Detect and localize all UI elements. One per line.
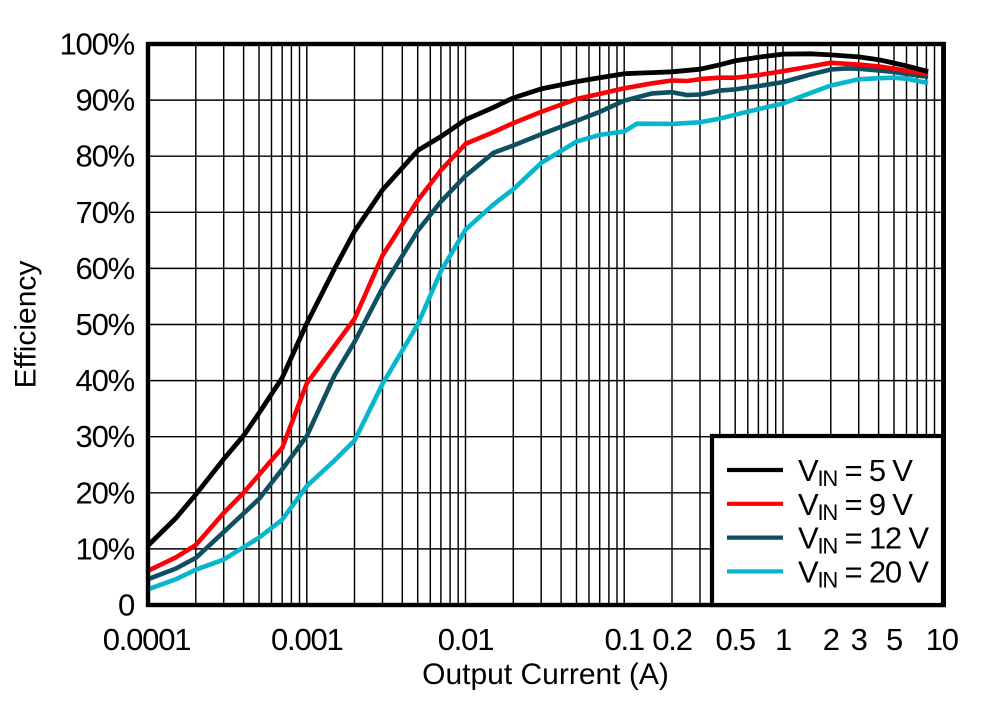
svg-text:90%: 90%	[76, 83, 135, 118]
svg-text:0.5: 0.5	[715, 622, 755, 657]
svg-text:Output Current (A): Output Current (A)	[422, 658, 669, 691]
svg-text:70%: 70%	[76, 195, 135, 230]
svg-text:10%: 10%	[76, 531, 135, 566]
svg-text:30%: 30%	[76, 419, 135, 454]
svg-text:40%: 40%	[76, 363, 135, 398]
svg-text:0.001: 0.001	[271, 622, 343, 657]
svg-text:5: 5	[886, 622, 902, 657]
svg-text:VIN = 9 V: VIN = 9 V	[798, 487, 913, 525]
svg-text:2: 2	[823, 622, 839, 657]
svg-text:VIN = 5 V: VIN = 5 V	[798, 453, 913, 491]
svg-text:0.2: 0.2	[652, 622, 692, 657]
svg-text:3: 3	[851, 622, 867, 657]
svg-text:1: 1	[775, 622, 791, 657]
svg-text:VIN = 20 V: VIN = 20 V	[798, 554, 929, 592]
svg-text:0.01: 0.01	[438, 622, 494, 657]
svg-text:60%: 60%	[76, 251, 135, 286]
svg-text:0.0001: 0.0001	[103, 622, 191, 657]
svg-text:10: 10	[926, 622, 959, 657]
svg-text:50%: 50%	[76, 307, 135, 342]
svg-text:100%: 100%	[60, 27, 135, 62]
svg-text:0: 0	[118, 588, 135, 623]
svg-text:Efficiency: Efficiency	[10, 261, 43, 389]
svg-text:20%: 20%	[76, 475, 135, 510]
svg-text:80%: 80%	[76, 139, 135, 174]
svg-text:0.1: 0.1	[604, 622, 644, 657]
